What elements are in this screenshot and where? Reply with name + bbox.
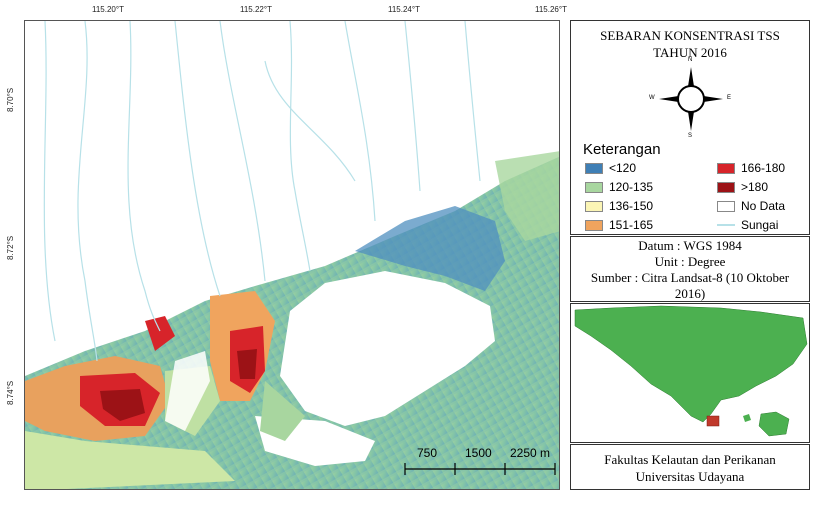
title-line-1: SEBARAN KONSENTRASI TSS (600, 28, 780, 43)
scale-bar (404, 463, 556, 475)
tick-left-3: 8.74°S (6, 380, 15, 405)
nusa-penida (758, 411, 790, 437)
title-line-2: TAHUN 2016 (653, 45, 727, 60)
low-tss-zone (355, 206, 505, 291)
compass-east: E (727, 95, 732, 101)
tick-left-2: 8.72°S (6, 235, 15, 260)
source-line-2: 2016) (674, 286, 706, 301)
compass-west: W (649, 95, 655, 101)
tick-top-3: 115.24°T (388, 5, 420, 14)
legend-item: No Data (717, 199, 785, 213)
legend-title: Keterangan (583, 141, 661, 158)
legend-item: Sungai (717, 218, 785, 232)
tick-left-1: 8.70°S (6, 87, 15, 112)
legend-swatch (585, 200, 603, 212)
credit-panel: Fakultas Kelautan dan Perikanan Universi… (570, 444, 810, 490)
datum-text: Datum : WGS 1984 (638, 238, 742, 253)
scale-label-750: 750 (417, 446, 438, 460)
legend-swatch-line (717, 224, 735, 226)
map-title: SEBARAN KONSENTRASI TSS TAHUN 2016 (571, 27, 809, 61)
rivers (43, 21, 481, 362)
legend-item: <120 (585, 161, 653, 175)
map-frame: 750 1500 2250 m (24, 20, 560, 490)
credit-line-1: Fakultas Kelautan dan Perikanan (604, 452, 776, 467)
credit-line-2: Universitas Udayana (635, 469, 745, 484)
datum-panel: Datum : WGS 1984 Unit : Degree Sumber : … (570, 236, 810, 302)
legend-swatch (585, 219, 603, 231)
legend-swatch (585, 162, 603, 174)
unit-text: Unit : Degree (654, 254, 726, 269)
source-line-1: Sumber : Citra Landsat-8 (10 Oktober (590, 270, 790, 285)
legend-swatch (717, 200, 735, 212)
bali-inset-map (574, 305, 808, 437)
tick-top-1: 115.20°T (92, 5, 124, 14)
tick-top-4: 115.26°T (535, 5, 567, 14)
legend-col-right: 166-180 >180 No Data Sungai (717, 161, 785, 232)
legend-item: 151-165 (585, 218, 653, 232)
inset-map-panel (570, 303, 810, 443)
legend-swatch (717, 181, 735, 193)
compass-north: N (688, 57, 693, 63)
legend-item: >180 (717, 180, 785, 194)
legend-item: 136-150 (585, 199, 653, 213)
tss-map (25, 21, 559, 489)
legend-col-left: <120 120-135 136-150 151-165 (585, 161, 653, 232)
scale-label-2250: 2250 m (510, 446, 551, 460)
legend-item: 120-135 (585, 180, 653, 194)
legend-item: 166-180 (717, 161, 785, 175)
no-data-area (280, 271, 495, 426)
legend-swatch (717, 162, 735, 174)
tick-top-2: 115.22°T (240, 5, 272, 14)
legend-panel: SEBARAN KONSENTRASI TSS TAHUN 2016 N S W… (570, 20, 810, 235)
compass-icon: N S W E (649, 57, 731, 139)
scale-label-1500: 1500 (465, 446, 492, 460)
study-area-marker (706, 415, 720, 427)
legend-swatch (585, 181, 603, 193)
bali-island (574, 305, 808, 423)
compass-south: S (688, 133, 693, 139)
